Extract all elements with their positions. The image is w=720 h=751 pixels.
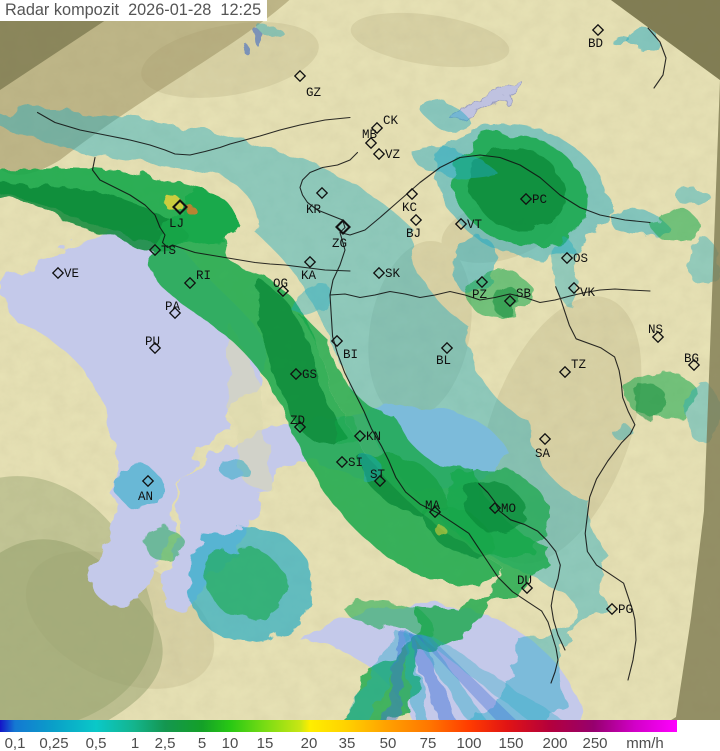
svg-text:KR: KR [306,203,322,217]
svg-text:MO: MO [501,502,516,516]
svg-text:BD: BD [588,37,603,51]
svg-text:SA: SA [535,447,551,461]
svg-text:PZ: PZ [472,288,488,302]
svg-text:KA: KA [301,269,317,283]
svg-text:PC: PC [532,193,547,207]
svg-text:BI: BI [343,348,358,362]
svg-text:BJ: BJ [406,227,421,241]
svg-text:PU: PU [145,335,160,349]
svg-text:VT: VT [467,218,483,232]
svg-text:VE: VE [64,267,79,281]
svg-text:KN: KN [366,430,381,444]
svg-text:LJ: LJ [169,217,184,231]
svg-text:VZ: VZ [385,148,401,162]
svg-text:TZ: TZ [571,358,587,372]
svg-text:SI: SI [348,456,363,470]
svg-text:GS: GS [302,368,317,382]
svg-text:ZG: ZG [332,237,347,251]
svg-text:KC: KC [402,201,417,215]
svg-text:TS: TS [161,244,176,258]
svg-text:DU: DU [517,574,532,588]
svg-text:OG: OG [273,277,288,291]
svg-text:SB: SB [516,287,532,301]
svg-text:AN: AN [138,490,153,504]
svg-text:ZD: ZD [290,414,305,428]
svg-text:PA: PA [165,300,181,314]
svg-text:BL: BL [436,354,451,368]
svg-text:PG: PG [618,603,633,617]
svg-text:BG: BG [684,352,699,366]
svg-text:MA: MA [425,499,441,513]
svg-text:OS: OS [573,252,588,266]
svg-text:ST: ST [370,468,386,482]
svg-text:GZ: GZ [306,86,322,100]
svg-text:MB: MB [362,128,378,142]
svg-text:RI: RI [196,269,211,283]
svg-text:SK: SK [385,267,401,281]
svg-text:NS: NS [648,323,663,337]
svg-text:CK: CK [383,114,399,128]
svg-text:VK: VK [580,286,596,300]
